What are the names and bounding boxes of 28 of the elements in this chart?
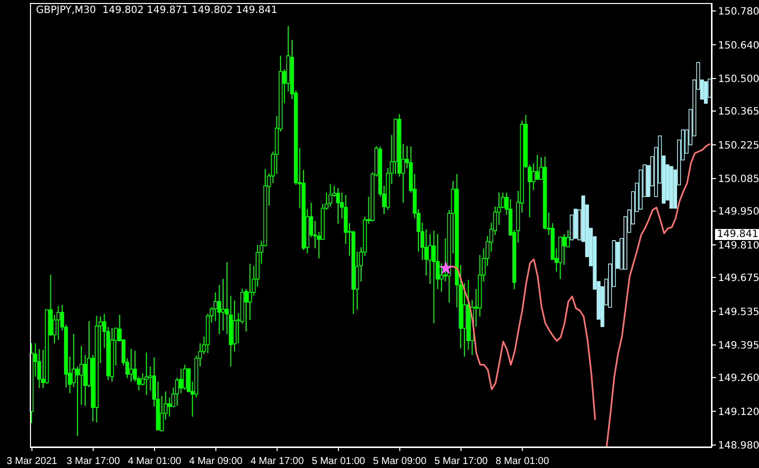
y-tick-label: 149.395 <box>718 340 759 352</box>
x-tick-label: 4 Mar 17:00 <box>250 456 304 467</box>
y-tick-label: 150.780 <box>718 6 759 18</box>
y-tick-label: 149.535 <box>718 306 759 318</box>
x-tick-label: 4 Mar 09:00 <box>189 456 243 467</box>
y-tick-label: 149.675 <box>718 273 759 284</box>
chart-title: GBPJPY,M30 149.802 149.871 149.802 149.841 <box>36 5 278 16</box>
x-tick-label: 3 Mar 17:00 <box>66 456 120 467</box>
x-tick-label: 3 Mar 2021 <box>6 456 58 467</box>
y-tick-label: 150.500 <box>718 74 759 86</box>
x-tick-label: 5 Mar 17:00 <box>434 456 488 467</box>
text: 149.841 <box>715 229 759 240</box>
y-tick-label: 149.260 <box>718 373 759 384</box>
candlestick <box>221 278 225 331</box>
candlestick <box>76 366 80 436</box>
x-tick-label: 5 Mar 09:00 <box>373 456 427 467</box>
y-tick-label: 148.980 <box>718 440 759 452</box>
y-tick-label: 149.810 <box>718 240 759 252</box>
y-tick-label: 150.365 <box>718 106 759 118</box>
y-tick-label: 149.120 <box>718 406 759 418</box>
candlestick <box>144 352 148 395</box>
y-tick-label: 150.085 <box>718 174 759 186</box>
x-tick-label: 8 Mar 01:00 <box>496 456 550 467</box>
x-tick-label: 4 Mar 01:00 <box>128 456 182 467</box>
x-tick-label: 5 Mar 01:00 <box>312 456 366 467</box>
y-tick-label: 149.950 <box>718 206 759 218</box>
y-tick-label: 150.640 <box>718 40 759 52</box>
y-tick-label: 150.225 <box>718 140 759 152</box>
